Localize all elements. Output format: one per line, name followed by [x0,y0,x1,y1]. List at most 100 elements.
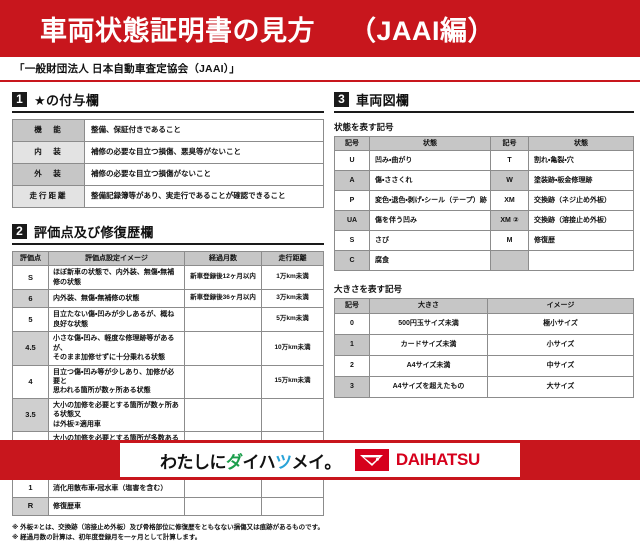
slogan-part-2: ダ [225,452,243,472]
size-image: 極小サイズ [487,312,634,335]
col-header-image: 評価点設定イメージ [48,250,185,267]
eval-distance [261,478,324,498]
size-value: A4サイズ未満 [369,354,488,377]
symbol-left-desc: 変色・退色・剥げ・シール（テープ）跡 [369,190,491,212]
grant-row-desc: 整備記録簿等があり、実走行であることが確認できること [84,185,324,208]
symbol-left-desc: 腐食 [369,250,491,272]
eval-distance [261,397,324,433]
table-row: 外 装 補修の必要な目立つ損傷がないこと [12,163,324,186]
table-row: 4.5 小さな傷・凹み、軽度な修理跡等があるが、 そのまま加修せずに十分乗れる状… [12,331,324,366]
eval-score: 6 [12,289,49,309]
table-row: R 修復歴車 [12,496,324,516]
eval-distance: 3万km未満 [261,289,324,309]
symbol-right: W [490,170,529,192]
table-row: 6 内外装、無傷・無補修の状態 新車登録後36ヶ月以内 3万km未満 [12,289,324,309]
symbol-right-desc: 割れ・亀裂・穴 [528,150,634,172]
daihatsu-logo: DAIHATSU [354,449,480,471]
size-symbols-body: 0 500円玉サイズ未満 極小サイズ 1 カードサイズ未満 小サイズ 2 A4サ… [334,312,634,398]
eval-months [184,307,262,333]
slogan-part-4: ツ [275,452,292,472]
col-header-condition-1: 状態 [369,135,491,152]
table-row: 走行距離 整備記録簿等があり、実走行であることが確認できること [12,185,324,208]
eval-desc: ほぼ新車の状態で、内外装、無傷・無補修の状態 [48,265,185,291]
eval-months [184,478,262,498]
eval-score: 1 [12,478,49,498]
symbol-right-desc: 修復歴 [528,230,634,252]
table-row: S ほぼ新車の状態で、内外装、無傷・無補修の状態 新車登録後12ヶ月以内 1万k… [12,265,324,291]
table-row: 0 500円玉サイズ未満 極小サイズ [334,312,634,335]
col-header-size: 大きさ [369,298,488,314]
eval-distance [261,496,324,516]
section-3-number: 3 [334,92,349,107]
eval-distance: 1万km未満 [261,265,324,291]
size-symbol: 3 [334,375,370,398]
slogan-part-5: メイ。 [291,452,342,472]
section-1-number: 1 [12,92,27,107]
col-header-size-symbol: 記号 [334,298,370,314]
size-symbols-table: 記号 大きさ イメージ 0 500円玉サイズ未満 極小サイズ 1 カードサイズ未… [334,298,634,398]
symbol-left: P [334,190,370,212]
section-2-title: 評価点及び修復歴欄 [34,225,154,240]
size-value: 500円玉サイズ未満 [369,312,488,335]
eval-distance: 15万km未満 [261,364,324,399]
symbol-right: XM ② [490,210,529,232]
eval-desc: 大小の加修を必要とする箇所が数ヶ所ある状態又 は外板②適用車 [48,397,185,433]
symbol-right: XM [490,190,529,212]
symbol-left: C [334,250,370,272]
table-row: 機 能 整備、保証付きであること [12,119,324,142]
page-title: 車両状態証明書の見方 （JAAI編） [40,9,495,48]
table-row: U 凹み・曲がり T 割れ・亀裂・穴 [334,150,634,172]
col-header-symbol-2: 記号 [490,135,529,152]
slogan-part-1: わたしに [159,452,227,472]
table-row: 3 A4サイズを超えたもの 大サイズ [334,375,634,398]
eval-score: 3.5 [12,397,49,433]
grant-row-label: 走行距離 [12,185,85,208]
section-2-number: 2 [12,224,27,239]
eval-score: 5 [12,307,49,333]
table-header-row: 評価点 評価点設定イメージ 経過月数 走行距離 [12,250,324,267]
note-line-2: ※ 経過月数の計算は、初年度登録月を一ヶ月として計算します。 [12,533,202,541]
col-header-months: 経過月数 [184,250,262,267]
symbol-left: UA [334,210,370,232]
symbol-right [490,250,529,272]
eval-months [184,496,262,516]
size-symbols-heading: 大きさを表す記号 [334,284,403,295]
section-3-title: 車両図欄 [356,93,410,108]
note-line-1: ※ 外板②とは、交換跡（溶接止め外板）及び骨格部位に修復歴をともなない損傷又は痕… [12,523,324,531]
page-title-main: 車両状態証明書の見方 [40,16,315,46]
size-value: A4サイズを超えたもの [369,375,488,398]
symbol-left-desc: 凹み・曲がり [369,150,491,172]
table-row: S さび M 修復歴 [334,230,634,252]
symbol-left-desc: さび [369,230,491,252]
table-row: 5 目立たない傷・凹みが少しあるが、概ね良好な状態 5万km未満 [12,307,324,333]
subtitle-bar: 「一般財団法人 日本自動車査定協会（JAAI）」 [0,57,640,82]
daihatsu-mark-icon [354,449,389,471]
symbol-left-desc: 傷・ささくれ [369,170,491,192]
col-header-symbol-1: 記号 [334,135,370,152]
section-1-title: ★の付与欄 [34,93,100,108]
condition-symbols-body: U 凹み・曲がり T 割れ・亀裂・穴 A 傷・ささくれ W 塗装跡・板金修理跡 … [334,150,634,272]
footer-brand-area: わたしにダイハツメイ。 DAIHATSU [120,443,520,477]
table-header-row: 記号 大きさ イメージ [334,298,634,314]
symbol-right-desc: 塗装跡・板金修理跡 [528,170,634,192]
grant-row-label: 機 能 [12,119,85,142]
size-value: カードサイズ未満 [369,333,488,356]
page-header: 車両状態証明書の見方 （JAAI編） [0,0,640,57]
eval-score: S [12,265,49,291]
col-header-size-image: イメージ [487,298,634,314]
section-2-notes: ※ 外板②とは、交換跡（溶接止め外板）及び骨格部位に修復歴をともなない損傷又は痕… [12,523,324,542]
eval-desc: 内外装、無傷・無補修の状態 [48,289,185,309]
table-row: 内 装 補修の必要な目立つ損傷、悪臭等がないこと [12,141,324,164]
table-row: 3.5 大小の加修を必要とする箇所が数ヶ所ある状態又 は外板②適用車 [12,397,324,433]
content-columns: 1 ★の付与欄 機 能 整備、保証付きであること 内 装 補修の必要な目立つ損傷… [0,82,640,542]
table-row: 4 目立つ傷・凹み等が少しあり、加修が必要と 思われる箇所が数ヶ所ある状態 15… [12,364,324,399]
eval-desc: 目立つ傷・凹み等が少しあり、加修が必要と 思われる箇所が数ヶ所ある状態 [48,364,185,399]
symbol-left-desc: 傷を伴う凹み [369,210,491,232]
symbol-left: U [334,150,370,172]
eval-score: R [12,496,49,516]
grant-row-desc: 整備、保証付きであること [84,119,324,142]
symbol-left: S [334,230,370,252]
subtitle-text: 「一般財団法人 日本自動車査定協会（JAAI）」 [14,63,240,75]
right-column: 3 車両図欄 状態を表す記号 記号 状態 記号 状態 U 凹み・曲がり T 割れ… [334,90,634,542]
section-1-heading: 1 ★の付与欄 [12,90,324,113]
